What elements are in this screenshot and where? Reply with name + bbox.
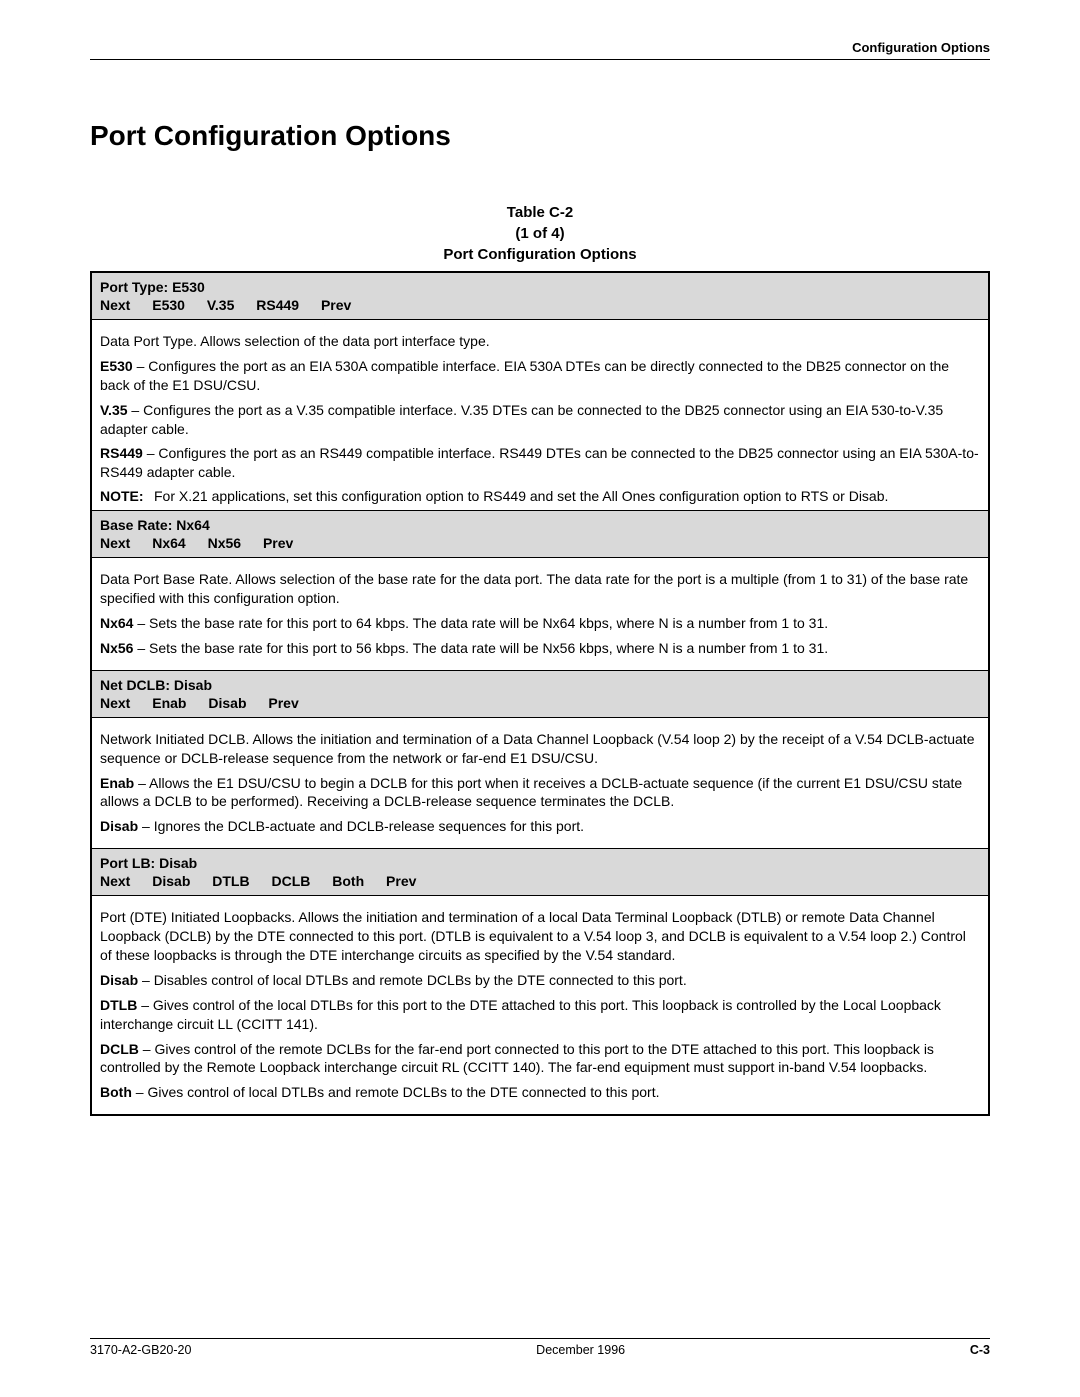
- opt: Next: [100, 695, 130, 711]
- section-body: Network Initiated DCLB. Allows the initi…: [91, 717, 989, 848]
- section-header-opts: Next E530 V.35 RS449 Prev: [100, 297, 980, 313]
- opt: Next: [100, 297, 130, 313]
- para: Network Initiated DCLB. Allows the initi…: [100, 730, 980, 768]
- section-header-title: Port Type: E530: [100, 279, 980, 295]
- section-header-title: Port LB: Disab: [100, 855, 980, 871]
- para: Both – Gives control of local DTLBs and …: [100, 1083, 980, 1102]
- opt: Next: [100, 535, 130, 551]
- section-header-title: Net DCLB: Disab: [100, 677, 980, 693]
- para: Nx64 – Sets the base rate for this port …: [100, 614, 980, 633]
- section-header: Base Rate: Nx64 Next Nx64 Nx56 Prev: [91, 511, 989, 558]
- note: NOTE: For X.21 applications, set this co…: [100, 488, 980, 504]
- section-header-title: Base Rate: Nx64: [100, 517, 980, 533]
- section-header-opts: Next Nx64 Nx56 Prev: [100, 535, 980, 551]
- section-header: Port LB: Disab Next Disab DTLB DCLB Both…: [91, 849, 989, 896]
- opt: RS449: [256, 297, 299, 313]
- opt: V.35: [207, 297, 235, 313]
- section-body: Data Port Type. Allows selection of the …: [91, 320, 989, 511]
- opt: Prev: [263, 535, 293, 551]
- opt: DTLB: [212, 873, 249, 889]
- para: E530 – Configures the port as an EIA 530…: [100, 357, 980, 395]
- page-title: Port Configuration Options: [90, 120, 990, 152]
- opt: Next: [100, 873, 130, 889]
- note-text: For X.21 applications, set this configur…: [154, 488, 980, 504]
- port-config-table: Port Type: E530 Next E530 V.35 RS449 Pre…: [90, 271, 990, 1116]
- opt: Prev: [386, 873, 416, 889]
- opt: Enab: [152, 695, 186, 711]
- section-body: Port (DTE) Initiated Loopbacks. Allows t…: [91, 896, 989, 1116]
- section-header: Port Type: E530 Next E530 V.35 RS449 Pre…: [91, 272, 989, 320]
- table-caption-line2: (1 of 4): [90, 223, 990, 244]
- note-label: NOTE:: [100, 488, 154, 504]
- section-body: Data Port Base Rate. Allows selection of…: [91, 558, 989, 671]
- opt: Prev: [321, 297, 351, 313]
- para: V.35 – Configures the port as a V.35 com…: [100, 401, 980, 439]
- para: Disab – Disables control of local DTLBs …: [100, 971, 980, 990]
- table-caption-line1: Table C-2: [90, 202, 990, 223]
- para: Port (DTE) Initiated Loopbacks. Allows t…: [100, 908, 980, 965]
- opt: Disab: [208, 695, 246, 711]
- para: Data Port Type. Allows selection of the …: [100, 332, 980, 351]
- section-header: Net DCLB: Disab Next Enab Disab Prev: [91, 670, 989, 717]
- footer-left: 3170-A2-GB20-20: [90, 1343, 191, 1357]
- para: Data Port Base Rate. Allows selection of…: [100, 570, 980, 608]
- section-header-opts: Next Enab Disab Prev: [100, 695, 980, 711]
- para: Disab – Ignores the DCLB-actuate and DCL…: [100, 817, 980, 836]
- page-footer: 3170-A2-GB20-20 December 1996 C-3: [90, 1338, 990, 1357]
- para: DCLB – Gives control of the remote DCLBs…: [100, 1040, 980, 1078]
- para: Enab – Allows the E1 DSU/CSU to begin a …: [100, 774, 980, 812]
- para: DTLB – Gives control of the local DTLBs …: [100, 996, 980, 1034]
- opt: DCLB: [271, 873, 310, 889]
- table-caption-line3: Port Configuration Options: [90, 244, 990, 265]
- page-header: Configuration Options: [90, 40, 990, 60]
- footer-right: C-3: [970, 1343, 990, 1357]
- section-header-opts: Next Disab DTLB DCLB Both Prev: [100, 873, 980, 889]
- opt: Nx64: [152, 535, 185, 551]
- opt: Prev: [268, 695, 298, 711]
- table-caption: Table C-2 (1 of 4) Port Configuration Op…: [90, 202, 990, 265]
- footer-center: December 1996: [536, 1343, 625, 1357]
- opt: Both: [332, 873, 364, 889]
- para: RS449 – Configures the port as an RS449 …: [100, 444, 980, 482]
- opt: Nx56: [208, 535, 241, 551]
- opt: Disab: [152, 873, 190, 889]
- para: Nx56 – Sets the base rate for this port …: [100, 639, 980, 658]
- header-section-title: Configuration Options: [90, 40, 990, 55]
- opt: E530: [152, 297, 185, 313]
